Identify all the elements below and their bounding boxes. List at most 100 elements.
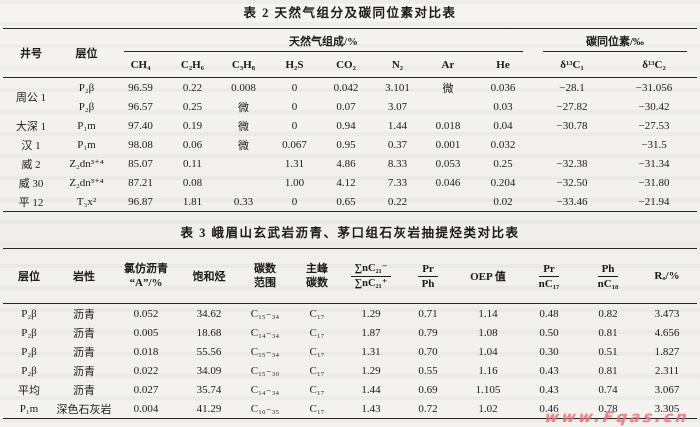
table-cell: 威 2	[21, 158, 41, 171]
table-cell: 0.71	[418, 307, 438, 320]
table-cell: 威 30	[18, 177, 44, 190]
table-cell: 0.25	[493, 157, 513, 170]
table-cell: 沥青	[73, 346, 95, 359]
table-cell: 1.105	[475, 383, 501, 396]
table-cell: 0.053	[435, 157, 461, 170]
table-cell: 1.827	[654, 345, 680, 358]
table-cell: 1.43	[361, 402, 381, 415]
table-cell: 0	[291, 100, 298, 113]
table-cell: 1.44	[387, 119, 408, 132]
table-cell: Z₂dn³⁺⁴	[69, 158, 104, 170]
col-header-c3h8: C₃H₈	[217, 52, 269, 78]
table-cell: 0.018	[133, 345, 159, 358]
ph-nc18-fraction: Ph nC₁₈	[597, 263, 619, 290]
table-header-row: 层位 岩性 氯仿沥青 “A”/% 饱和烃 碳数 范围	[3, 248, 697, 304]
table-cell: 3.305	[654, 402, 680, 415]
table-cell: C₁₇	[309, 326, 325, 339]
table-cell: 0.79	[418, 326, 438, 339]
col-header-c2h6: C₂H₆	[166, 52, 218, 78]
col-header-delta13c2: δ¹³C₂	[611, 52, 698, 78]
table-cell: 平均	[18, 384, 40, 397]
group-header-gas-composition: 天然气组成/%	[114, 29, 533, 53]
table-cell: 1.14	[478, 307, 498, 320]
table-cell: −30.78	[556, 119, 588, 132]
table-cell	[423, 192, 473, 212]
table2-body: 周公 1 P₂β 96.59 0.22 0.008 0 0.042 3.101 微 0.036 −2…	[3, 78, 697, 212]
table-cell: 0.19	[182, 119, 203, 132]
table-cell: 0.11	[183, 157, 202, 170]
table-cell: 0	[291, 195, 298, 208]
table-cell: 0.022	[133, 364, 159, 377]
col-header-lithology: 岩性	[55, 248, 113, 304]
table-cell: 0.07	[336, 100, 356, 113]
col-header-n2: N₂	[371, 52, 423, 78]
table-cell: 平 12	[18, 196, 44, 209]
table-cell: 0.69	[418, 383, 438, 396]
table-cell: 0.052	[133, 307, 159, 320]
table-cell: 0.018	[435, 119, 461, 132]
table-cell: 深色石灰岩	[56, 403, 112, 416]
table-cell: P₂β	[21, 326, 37, 339]
chloroform-line2: “A”/%	[129, 277, 163, 289]
table-cell: 0	[291, 81, 298, 94]
table-cell: C₁₅₋₃₄	[250, 346, 280, 358]
table-cell: 3.101	[385, 81, 410, 94]
col-header-oep: OEP 值	[457, 248, 519, 304]
table-cell: −21.94	[638, 195, 670, 208]
table-row: 平均 沥青 0.027 35.74 C₁₄₋₃₄ C₁₇ 1.44 0.69 1.105 0.43…	[3, 380, 697, 399]
table-cell: 96.57	[128, 100, 153, 113]
table-cell: −31.34	[638, 157, 670, 170]
table-cell: C₁₅₋₃₄	[250, 308, 280, 320]
table-row: 周公 1 P₂β 96.59 0.22 0.008 0 0.042 3.101 微 0.036 −2…	[3, 78, 697, 105]
table-cell: 0.48	[539, 307, 559, 320]
table-cell: 1.04	[478, 345, 498, 358]
table-cell: 85.07	[128, 157, 153, 170]
table-cell: 2.311	[654, 364, 680, 377]
col-header-ro: Rₒ/%	[637, 248, 697, 304]
table-cell: 0.005	[133, 326, 159, 339]
group-header-carbon-isotope: 碳同位素/‰	[533, 29, 697, 53]
table-row: P₂β 沥青 0.005 18.68 C₁₄₋₃₄ C₁₇ 1.87 0.79 1.08 0.50…	[3, 323, 697, 342]
table-cell: 1.08	[478, 326, 498, 339]
main-peak-line2: 碳数	[306, 277, 328, 289]
fraction-numerator: Ph	[597, 263, 619, 277]
table-row: P₁m 深色石灰岩 0.004 41.29 C₁₀₋₃₅ C₁₇ 1.43 0.72 1.02 0…	[3, 399, 697, 419]
table-cell: 0.72	[418, 402, 438, 415]
table-cell: 7.33	[387, 176, 408, 189]
table-cell: 1.31	[361, 345, 381, 358]
table-cell: 4.656	[654, 326, 680, 339]
table-cell: 0.25	[182, 100, 203, 113]
fraction-numerator: Pr	[538, 263, 560, 277]
table-cell: C₁₄₋₃₄	[250, 384, 280, 396]
table-cell: 0.004	[133, 402, 159, 415]
col-header-pr-nc17: Pr nC₁₇	[519, 248, 579, 304]
col-header-co2: CO₂	[319, 52, 372, 78]
col-header-main-peak: 主峰 碳数	[291, 248, 343, 304]
table-cell: 0	[291, 119, 298, 132]
table2-title: 表 2 天然气组分及碳同位素对比表	[243, 6, 457, 20]
col-header-delta13c1: δ¹³C₁	[533, 52, 612, 78]
table-cell: −33.46	[556, 195, 588, 208]
table-cell: C₁₇	[309, 383, 325, 396]
table-cell: 0.204	[490, 176, 516, 189]
extracted-hydrocarbons-table: 层位 岩性 氯仿沥青 “A”/% 饱和烃 碳数 范围	[3, 248, 697, 419]
table-cell: 0.94	[336, 119, 356, 132]
table-cell: 98.08	[128, 138, 153, 151]
table-cell: 1.00	[284, 176, 305, 189]
table-row: P₂β 沥青 0.052 34.62 C₁₅₋₃₄ C₁₇ 1.29 0.71 1.14 0.48…	[3, 304, 697, 324]
fraction-numerator: ∑nC₂₁⁻	[350, 263, 392, 277]
table-cell: 0.02	[493, 195, 513, 208]
pr-ph-fraction: Pr Ph	[418, 263, 438, 290]
table-cell: 0.50	[539, 326, 559, 339]
table-cell: 0.74	[598, 383, 618, 396]
table-cell: 0.008	[231, 81, 256, 94]
table-cell: C₁₄₋₃₄	[250, 327, 280, 339]
table-cell: 55.56	[196, 345, 222, 358]
table-row: 汉 1 P₁m 98.08 0.06 微 0.067 0.95 0.37 0.001 0.032 −…	[3, 135, 697, 154]
table-row: 威 30 Z₂dn³⁺⁴ 87.21 0.08 1.00 4.12 7.33 0.046 0.2…	[3, 173, 697, 192]
table-cell: 0.46	[539, 402, 559, 415]
table-cell: P₂β	[78, 100, 95, 113]
table-cell: 34.09	[196, 364, 222, 377]
table-cell: −28.1	[559, 81, 585, 94]
